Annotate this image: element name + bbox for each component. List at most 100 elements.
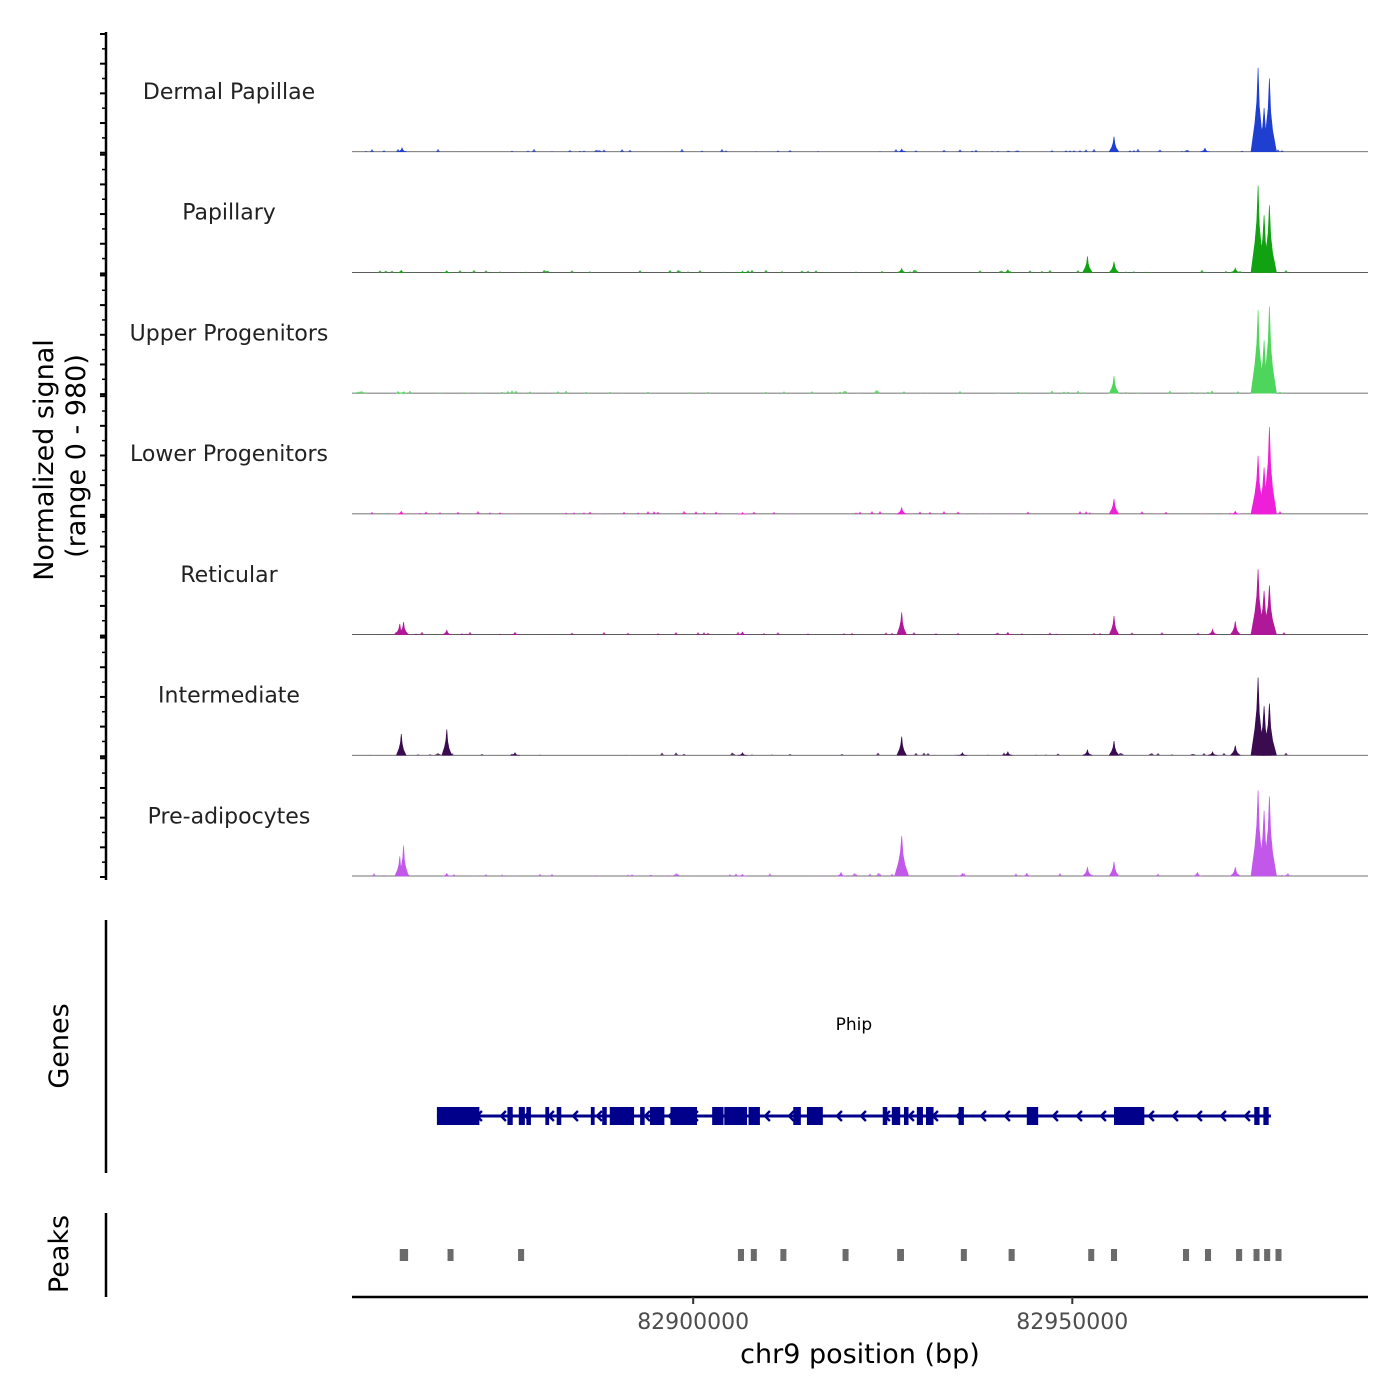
gene-strand-arrow [1003,1110,1011,1122]
gene-exon [649,1107,665,1125]
signal-peak [1207,751,1218,756]
track-papillary: Papillary [182,185,1368,274]
genes-panel-label: Genes [44,1003,75,1088]
gene-strand-arrow [595,1110,603,1122]
gene-strand-arrow [907,1110,915,1122]
track-pre-adipocytes: Pre-adipocytes [148,790,1368,877]
gene-exon [793,1107,801,1125]
signal-peak [737,873,748,877]
peak-region [518,1249,525,1261]
gene-strand-arrow [499,1110,507,1122]
coverage-y-axis [100,32,108,880]
signal-peak [441,629,452,635]
peak-region [1088,1249,1095,1261]
gene-strand-arrow [1051,1110,1059,1122]
track-label: Dermal Papillae [143,80,315,105]
gene-strand-arrow [475,1110,483,1122]
signal-peak [1229,745,1242,756]
gene-exon [903,1107,909,1125]
gene-exon [602,1107,607,1125]
peaks-panel-label: Peaks [44,1215,75,1293]
signal-peak [1262,306,1277,394]
peak-region [399,1249,409,1261]
peak-region [1182,1249,1190,1261]
signal-peak [1262,427,1277,515]
track-upper-progenitors: Upper Progenitors [130,306,1368,395]
signal-peak [896,267,907,273]
gene-strand-arrow [859,1110,867,1122]
signal-peak [896,612,907,635]
signal-peak [510,752,520,756]
peak-region [447,1249,454,1261]
gene-strand-arrow [691,1110,699,1122]
signal-peak [1002,631,1013,635]
peak-region [1275,1249,1282,1261]
gene-exon [507,1107,513,1125]
track-noise [352,390,1290,394]
signal-peak [737,631,748,635]
gene-strand-arrow [1099,1110,1107,1122]
x-axis-title: chr9 position (bp) [740,1339,980,1370]
gene-strand-arrow [619,1110,627,1122]
gene-exon [1026,1107,1039,1125]
gene-strand-arrow [547,1110,555,1122]
signal-peak [1229,867,1242,877]
gene-strand-arrow [955,1110,963,1122]
gene-strand-arrow [1195,1110,1203,1122]
signal-peak [1081,867,1094,877]
signal-peak [957,752,968,756]
signal-peak [1262,796,1277,877]
track-dermal-papillae: Dermal Papillae [143,67,1368,153]
signal-peak [1108,861,1120,877]
peak-region [1236,1249,1243,1261]
gene-model: Phip [436,1015,1271,1125]
y-axis-range-label: (range 0 - 980) [61,354,92,558]
signal-peak [737,752,748,756]
gene-strand-arrow [1027,1110,1035,1122]
gene-exon [556,1107,562,1125]
track-label: Pre-adipocytes [148,804,311,829]
gene-exon [436,1107,480,1125]
gene-strand-arrow [883,1110,891,1122]
gene-strand-arrow [1219,1110,1227,1122]
signal-peak [957,872,968,877]
gene-strand-arrow [739,1110,747,1122]
peak-region [1253,1249,1260,1261]
peak-region [897,1249,904,1261]
signal-peak [1108,261,1120,273]
track-label: Lower Progenitors [130,442,328,467]
signal-peak [836,871,846,877]
signal-peak [896,736,907,756]
track-lower-progenitors: Lower Progenitors [130,427,1368,515]
signal-peak [1082,256,1093,273]
gene-name-label: Phip [836,1015,873,1035]
signal-peak [1230,267,1241,273]
gene-exon [916,1107,923,1125]
signal-peak [1108,615,1120,635]
signal-peak [1262,585,1277,635]
signal-peak [395,733,407,756]
gene-strand-arrow [787,1110,795,1122]
gene-exon [1263,1107,1269,1125]
signal-peak [1002,269,1013,273]
track-label: Intermediate [158,684,300,709]
x-axis: 82900000 82950000 [352,1295,1368,1335]
gene-exon [526,1107,531,1125]
gene-exon [1114,1107,1145,1125]
signal-peak [397,147,407,152]
gene-exon [590,1107,595,1125]
y-axis-title: Normalized signal [29,339,60,581]
gene-strand-arrow [763,1110,771,1122]
track-label: Reticular [180,563,278,588]
gene-strand-arrow [715,1110,723,1122]
signal-peak [1108,741,1120,756]
peak-region [1204,1249,1212,1261]
gene-strand-arrow [1243,1110,1251,1122]
signal-peak [441,729,453,756]
signal-peak [396,392,407,395]
signal-peak [441,270,452,273]
signal-peak [737,512,748,515]
gene-exon [958,1107,964,1125]
gene-exon [891,1107,901,1125]
signal-peak [895,506,907,515]
